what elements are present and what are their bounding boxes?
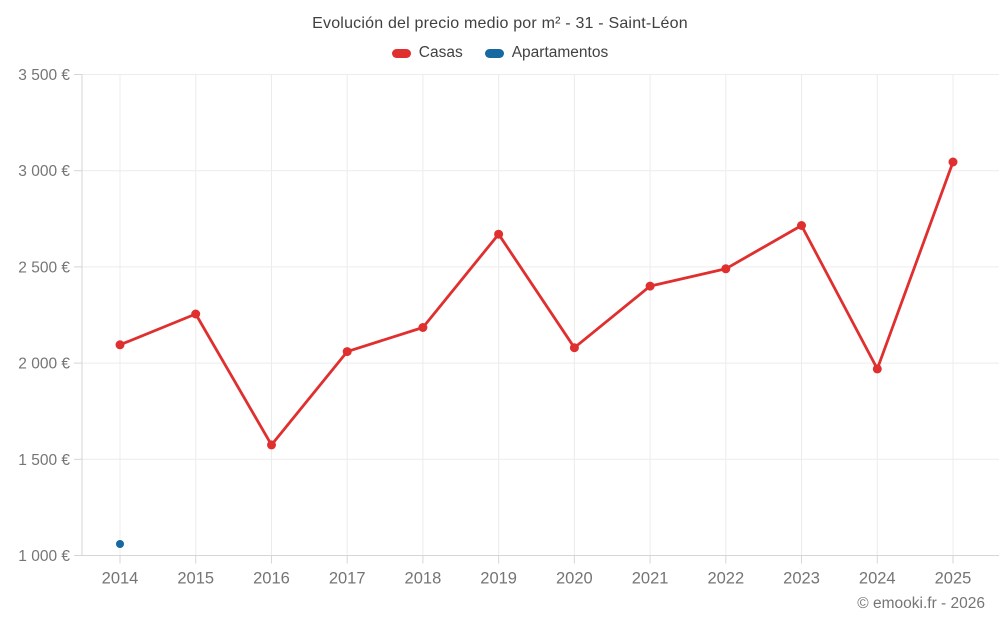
data-point <box>116 540 124 548</box>
data-point <box>267 440 276 450</box>
apartamentos-legend-swatch <box>484 48 504 58</box>
data-point <box>948 157 958 167</box>
data-point <box>115 340 125 350</box>
x-tick-label: 2016 <box>253 570 290 588</box>
y-tick-label: 3 500 € <box>18 67 70 84</box>
y-tick-label: 1 000 € <box>18 548 70 565</box>
series-line <box>118 160 955 447</box>
chart-legend: Casas Apartamentos <box>0 44 1000 62</box>
data-point <box>872 364 882 374</box>
x-tick-label: 2015 <box>177 570 214 588</box>
x-axis-labels: 2014 2015 2016 2017 2018 2019 2020 2021 2022 2023… <box>102 555 972 588</box>
x-tick-label: 2020 <box>556 570 593 588</box>
series-apartamentos <box>116 540 124 548</box>
y-tick-label: 2 500 € <box>18 259 70 276</box>
x-tick-label: 2018 <box>405 570 442 588</box>
y-tick-label: 1 500 € <box>18 452 70 469</box>
y-tick-label: 3 000 € <box>18 163 70 180</box>
data-point <box>418 323 428 332</box>
copyright-text: © emooki.fr - 2026 <box>857 595 985 612</box>
data-point <box>569 343 579 353</box>
data-point <box>494 229 504 239</box>
y-axis-labels: 1 000 € 1 500 € 2 000 € 2 500 € 3 000 € 3 500… <box>18 67 82 565</box>
legend-item-casas[interactable]: Casas <box>391 44 463 62</box>
x-tick-label: 2024 <box>859 570 896 588</box>
data-point <box>191 309 201 319</box>
data-point <box>721 264 731 274</box>
legend-item-apartamentos[interactable]: Apartamentos <box>484 44 609 62</box>
x-tick-label: 2021 <box>632 570 669 588</box>
casas-legend-swatch <box>391 48 411 58</box>
series-casas <box>115 157 958 450</box>
data-point <box>342 347 352 357</box>
gridlines <box>82 74 999 556</box>
x-tick-label: 2023 <box>783 570 820 588</box>
x-tick-label: 2014 <box>102 570 139 588</box>
data-point <box>645 281 655 291</box>
axes <box>81 74 999 556</box>
x-tick-label: 2025 <box>935 570 972 588</box>
x-tick-label: 2017 <box>329 570 366 588</box>
y-tick-label: 2 000 € <box>18 356 70 373</box>
chart-title: Evolución del precio medio por m² - 31 -… <box>312 15 688 32</box>
data-point <box>797 221 806 230</box>
casas-legend-label: Casas <box>418 44 463 61</box>
apartamentos-legend-label: Apartamentos <box>511 44 609 61</box>
x-tick-label: 2022 <box>707 570 744 588</box>
x-tick-label: 2019 <box>480 570 517 588</box>
